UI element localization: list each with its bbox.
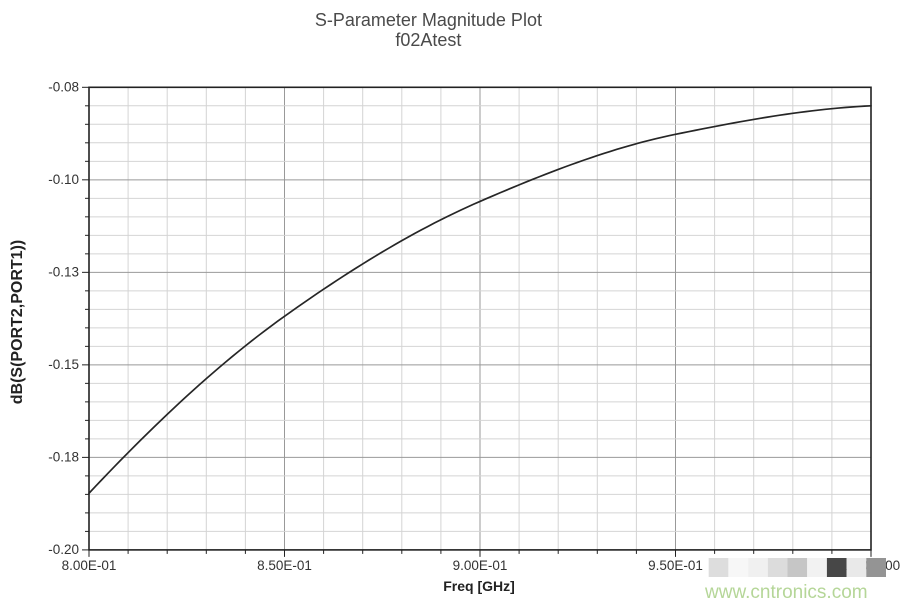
svg-text:-0.13: -0.13 (48, 264, 79, 279)
svg-text:9.00E-01: 9.00E-01 (453, 558, 508, 573)
svg-text:-0.10: -0.10 (48, 172, 79, 187)
svg-text:-0.20: -0.20 (48, 542, 79, 557)
svg-text:-0.08: -0.08 (48, 79, 79, 94)
svg-text:9.50E-01: 9.50E-01 (648, 558, 703, 573)
svg-text:8.00E-01: 8.00E-01 (62, 558, 117, 573)
svg-text:-0.18: -0.18 (48, 449, 79, 464)
svg-text:www.cntronics.com: www.cntronics.com (704, 582, 868, 601)
svg-text:8.50E-01: 8.50E-01 (257, 558, 312, 573)
svg-text:dB(S(PORT2,PORT1)): dB(S(PORT2,PORT1)) (9, 240, 26, 404)
svg-text:-0.15: -0.15 (48, 357, 79, 372)
